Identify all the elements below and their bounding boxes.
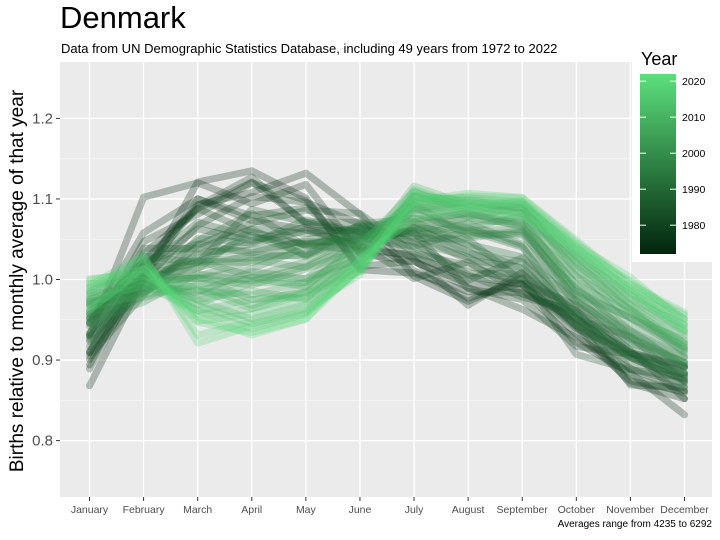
series-line-1988 <box>86 209 688 378</box>
legend-tick-label: 1980 <box>682 220 706 232</box>
series-line-1982 <box>86 206 688 377</box>
series-line-2007 <box>86 198 688 340</box>
y-tick-label: 0.9 <box>32 352 53 369</box>
series-line-2008 <box>86 187 688 352</box>
y-axis-label: Births relative to monthly average of th… <box>7 89 28 472</box>
x-tick-label: April <box>241 504 262 516</box>
series-line-2004 <box>86 202 688 358</box>
y-tick-label: 1.1 <box>32 191 53 208</box>
legend: Year 1980 1990 2000 2010 2020 <box>632 42 716 262</box>
series-line-1983 <box>86 223 688 382</box>
series-line-2002 <box>86 209 688 354</box>
series-line-2012 <box>86 193 688 329</box>
series-line-2013 <box>86 189 688 333</box>
chart-title: Denmark <box>60 0 186 35</box>
series-line-1981 <box>86 205 688 385</box>
legend-tick-label: 2010 <box>682 112 706 124</box>
x-tick-label: March <box>183 504 212 516</box>
legend-title: Year <box>641 49 677 69</box>
series-lines <box>86 167 688 419</box>
series-line-1999 <box>86 201 688 355</box>
series-line-1979 <box>86 173 688 373</box>
series-line-2010 <box>86 193 688 347</box>
y-tick-label: 1.0 <box>32 272 53 289</box>
series-line-2022 <box>86 205 688 339</box>
x-axis-ticks: January February March April May June July Augu… <box>71 497 709 516</box>
series-line-1994 <box>86 222 688 370</box>
series-line-1991 <box>86 226 688 377</box>
x-tick-label: May <box>296 504 317 516</box>
series-line-1989 <box>86 218 688 391</box>
series-line-1976 <box>86 195 688 395</box>
x-tick-label: February <box>123 504 166 516</box>
series-line-2018 <box>86 189 688 337</box>
series-line-1990 <box>86 216 688 379</box>
x-tick-label: June <box>349 504 372 516</box>
series-line-2005 <box>86 201 688 344</box>
series-line-2019 <box>86 197 688 347</box>
y-tick-label: 1.2 <box>32 110 53 127</box>
x-tick-label: December <box>660 504 709 516</box>
x-tick-label: October <box>558 504 596 516</box>
series-line-1975 <box>86 178 688 403</box>
series-line-1972 <box>86 167 688 390</box>
series-line-1987 <box>86 226 688 386</box>
legend-tick-label: 2000 <box>682 148 706 160</box>
series-line-2003 <box>86 197 688 347</box>
legend-tick-label: 2020 <box>682 76 706 88</box>
legend-tick-label: 1990 <box>682 184 706 196</box>
legend-ticks: 1980 1990 2000 2010 2020 <box>640 76 706 232</box>
series-line-2000 <box>86 209 688 366</box>
series-line-1997 <box>86 209 688 371</box>
y-tick-label: 0.8 <box>32 433 53 450</box>
x-tick-label: July <box>405 504 424 516</box>
series-line-1985 <box>86 224 688 397</box>
series-line-2017 <box>86 191 688 339</box>
series-line-2001 <box>86 204 688 351</box>
series-line-2016 <box>86 192 688 333</box>
series-line-1974 <box>86 179 688 419</box>
series-line-1984 <box>86 205 688 387</box>
series-line-1995 <box>86 219 688 366</box>
y-axis-ticks: 0.8 0.9 1.0 1.1 1.2 <box>32 110 60 450</box>
series-line-1986 <box>86 218 688 371</box>
series-line-1980 <box>86 195 688 391</box>
series-line-1996 <box>86 224 688 361</box>
chart-subtitle: Data from UN Demographic Statistics Data… <box>61 41 558 56</box>
series-line-1977 <box>86 193 688 383</box>
x-tick-label: January <box>71 504 109 516</box>
x-tick-label: August <box>452 504 485 516</box>
series-line-2015 <box>86 185 688 329</box>
series-line-2011 <box>86 182 688 335</box>
series-line-1993 <box>86 214 688 379</box>
series-line-2009 <box>86 196 688 337</box>
series-line-1978 <box>86 179 688 395</box>
series-line-1973 <box>86 169 688 403</box>
x-tick-label: September <box>497 504 549 516</box>
series-line-1992 <box>86 226 688 367</box>
legend-colorbar <box>640 74 676 254</box>
series-line-2014 <box>86 192 688 328</box>
grid-lines <box>60 62 712 497</box>
series-line-2006 <box>86 192 688 350</box>
chart-caption: Averages range from 4235 to 6292 <box>557 519 712 530</box>
series-line-1998 <box>86 214 688 362</box>
x-tick-label: November <box>606 504 655 516</box>
